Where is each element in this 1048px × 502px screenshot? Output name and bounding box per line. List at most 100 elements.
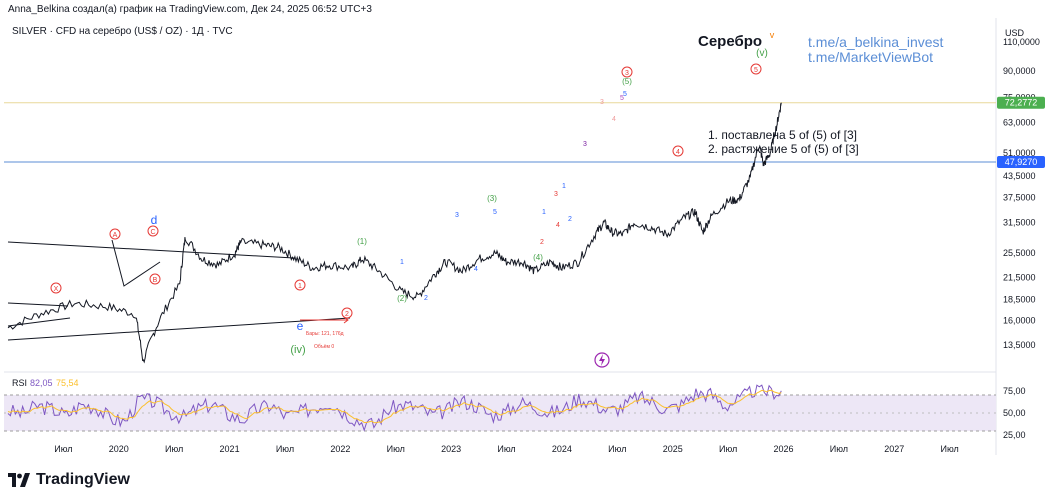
x-tick-label: Июл bbox=[719, 444, 737, 454]
wave-blue-5: 5 bbox=[493, 209, 497, 216]
x-tick-label: Июл bbox=[941, 444, 959, 454]
y-tick-label: 63,0000 bbox=[1003, 118, 1036, 128]
rsi-value: 82,05 bbox=[30, 378, 53, 388]
x-tick-label: Июл bbox=[608, 444, 626, 454]
wave-green-4: (4) bbox=[533, 253, 543, 262]
svg-text:4: 4 bbox=[676, 149, 680, 156]
lightning-icon bbox=[594, 352, 610, 368]
x-tick-label: Июл bbox=[387, 444, 405, 454]
wave-v-label: (v) bbox=[756, 48, 768, 59]
y-tick-label: 16,0000 bbox=[1003, 315, 1036, 325]
rsi-band bbox=[4, 395, 996, 431]
sub-wave-5b: 5 bbox=[620, 95, 624, 102]
wave-blue-2: 2 bbox=[424, 295, 428, 302]
wave-circled-3: 3 bbox=[621, 66, 633, 78]
svg-text:B: B bbox=[153, 277, 158, 284]
triangle-lower-trendline[interactable] bbox=[7, 317, 351, 341]
y-tick-label: 51,0000 bbox=[1003, 148, 1036, 158]
note-line-1[interactable]: 1. поставлена 5 of (5) of [3] bbox=[708, 128, 857, 142]
silver-title-annotation[interactable]: Серебро bbox=[698, 33, 762, 50]
sub-wave-3: 3 bbox=[554, 191, 558, 198]
x-tick-label: Июл bbox=[54, 444, 72, 454]
wave-green-3: (3) bbox=[487, 194, 497, 203]
author-line: Anna_Belkina создал(а) график на Trading… bbox=[8, 4, 372, 15]
wave-circled-5: 5 bbox=[750, 63, 762, 75]
y-tick-label: 18,5000 bbox=[1003, 294, 1036, 304]
wave-circled-2: 2 bbox=[341, 307, 353, 319]
x-wave-lower-trendline[interactable] bbox=[7, 317, 71, 327]
sub-wave-2b: 2 bbox=[568, 216, 572, 223]
price-line[interactable] bbox=[7, 102, 782, 364]
tradingview-logo-icon bbox=[8, 473, 30, 487]
x-tick-label: Июл bbox=[165, 444, 183, 454]
wave-blue-1: 1 bbox=[400, 259, 404, 266]
level-price-label: 72,2772 bbox=[1005, 98, 1038, 108]
sub-wave-4: 4 bbox=[556, 222, 560, 229]
wave-v-marker: v bbox=[770, 30, 775, 40]
x-tick-label: 2021 bbox=[220, 444, 240, 454]
wave-circled-4: 4 bbox=[672, 145, 684, 157]
x-wave-upper-trendline[interactable] bbox=[7, 302, 69, 307]
x-tick-label: 2020 bbox=[109, 444, 129, 454]
wave-e-label: e bbox=[297, 319, 304, 333]
x-tick-label: 2024 bbox=[552, 444, 572, 454]
wave-c-label: C bbox=[147, 225, 159, 237]
y-tick-label: 37,5000 bbox=[1003, 192, 1036, 202]
wave-a-label: A bbox=[109, 228, 121, 240]
footer-branding[interactable]: TradingView bbox=[8, 471, 130, 489]
chart-canvas[interactable]: USD 110,000090,000075,000063,000051,0000… bbox=[0, 0, 1048, 468]
wave-green-2: (2) bbox=[397, 294, 407, 303]
x-tick-label: 2025 bbox=[663, 444, 683, 454]
svg-text:3: 3 bbox=[625, 70, 629, 77]
wave-green-1: (1) bbox=[357, 237, 367, 246]
wave-labels[interactable]: X A C B d e (iv) (v) v 1 2 3 4 5 (1) (2)… bbox=[50, 30, 775, 368]
symbol-title[interactable]: SILVER · CFD на серебро (US$ / OZ) · 1Д … bbox=[12, 26, 233, 37]
rsi-ma-value: 75,54 bbox=[56, 378, 79, 388]
measure-volume: Объём 0 bbox=[314, 344, 334, 350]
wave-circled-1: 1 bbox=[294, 279, 306, 291]
wave-x-label: X bbox=[50, 282, 62, 294]
sub-wave-3b: 3 bbox=[583, 141, 587, 148]
y-tick-label: 43,5000 bbox=[1003, 171, 1036, 181]
wave-blue-4: 4 bbox=[474, 266, 478, 273]
svg-text:A: A bbox=[113, 232, 118, 239]
wave-green-5: (5) bbox=[622, 77, 632, 86]
x-tick-label: 2026 bbox=[773, 444, 793, 454]
svg-text:X: X bbox=[54, 286, 59, 293]
sub-wave-4c: 4 bbox=[612, 116, 616, 123]
telegram-link-2[interactable]: t.me/MarketViewBot bbox=[808, 49, 933, 65]
y-tick-label: 110,0000 bbox=[1003, 37, 1040, 47]
wave-d-label: d bbox=[151, 213, 158, 227]
rsi-tick-50: 50,00 bbox=[1003, 408, 1026, 418]
y-tick-label: 25,5000 bbox=[1003, 248, 1036, 258]
abc-triangle-lines[interactable] bbox=[111, 239, 161, 287]
rsi-tick-75: 75,00 bbox=[1003, 386, 1026, 396]
wave-iv-label: (iv) bbox=[290, 344, 305, 356]
rsi-tick-25: 25,00 bbox=[1003, 430, 1026, 440]
wave-blue-3: 3 bbox=[455, 212, 459, 219]
sub-wave-1: 1 bbox=[542, 209, 546, 216]
sub-wave-5c: 5 bbox=[623, 91, 627, 98]
x-tick-label: 2022 bbox=[330, 444, 350, 454]
telegram-link-1[interactable]: t.me/a_belkina_invest bbox=[808, 34, 944, 50]
currency-label: USD bbox=[1005, 28, 1025, 38]
rsi-label[interactable]: RSI bbox=[12, 378, 27, 388]
x-tick-label: Июл bbox=[276, 444, 294, 454]
note-line-2[interactable]: 2. растяжение 5 of (5) of [3] bbox=[708, 142, 859, 156]
x-tick-label: 2023 bbox=[441, 444, 461, 454]
y-axis-ticks: 110,000090,000075,000063,000051,000043,5… bbox=[1003, 37, 1040, 350]
x-tick-label: 2027 bbox=[884, 444, 904, 454]
rsi-ma-line[interactable] bbox=[7, 389, 782, 424]
triangle-upper-trendline[interactable] bbox=[7, 241, 295, 259]
sub-wave-2: 2 bbox=[540, 239, 544, 246]
wave-b-label: B bbox=[149, 273, 161, 285]
level-lines: 72,2772 47,9270 bbox=[4, 96, 1045, 169]
rsi-line[interactable] bbox=[7, 384, 782, 432]
level-price-label: 47,9270 bbox=[1005, 157, 1038, 167]
y-tick-label: 90,0000 bbox=[1003, 66, 1036, 76]
x-tick-label: Июл bbox=[830, 444, 848, 454]
svg-text:1: 1 bbox=[298, 283, 302, 290]
svg-text:5: 5 bbox=[754, 67, 758, 74]
x-axis-ticks: Июл 2020 Июл 2021 Июл 2022 Июл 2023 Июл 2024 Июл 20… bbox=[54, 444, 959, 454]
sub-wave-3c: 3 bbox=[600, 99, 604, 106]
